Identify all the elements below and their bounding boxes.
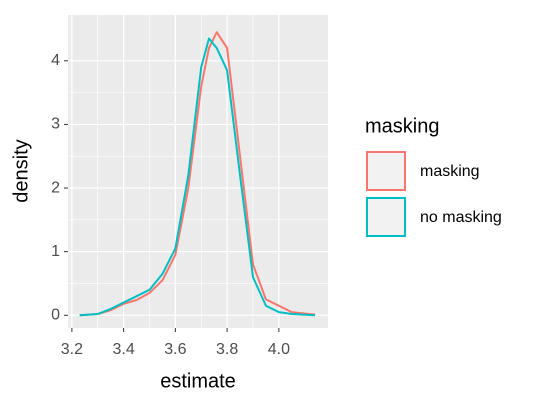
y-tick-label: 2 (51, 179, 60, 196)
legend-title: masking (365, 115, 439, 137)
legend-key (366, 197, 406, 237)
x-tick-label: 3.6 (164, 341, 186, 358)
x-tick-label: 3.4 (112, 341, 134, 358)
y-tick-label: 3 (51, 116, 60, 133)
density-line (79, 31, 316, 317)
y-tick-label: 0 (51, 306, 60, 323)
y-tick-label: 1 (51, 243, 60, 260)
density-line (79, 37, 316, 317)
legend-label: no masking (420, 209, 502, 226)
y-tick-label: 4 (51, 52, 60, 69)
panel-background (68, 15, 328, 328)
x-tick-label: 3.2 (61, 341, 83, 358)
y-axis-title: density (10, 139, 32, 202)
legend-key (366, 151, 406, 191)
x-tick-label: 3.8 (216, 341, 238, 358)
x-axis-title: estimate (160, 370, 236, 392)
legend-label: masking (420, 163, 480, 180)
x-tick-label: 4.0 (268, 341, 290, 358)
